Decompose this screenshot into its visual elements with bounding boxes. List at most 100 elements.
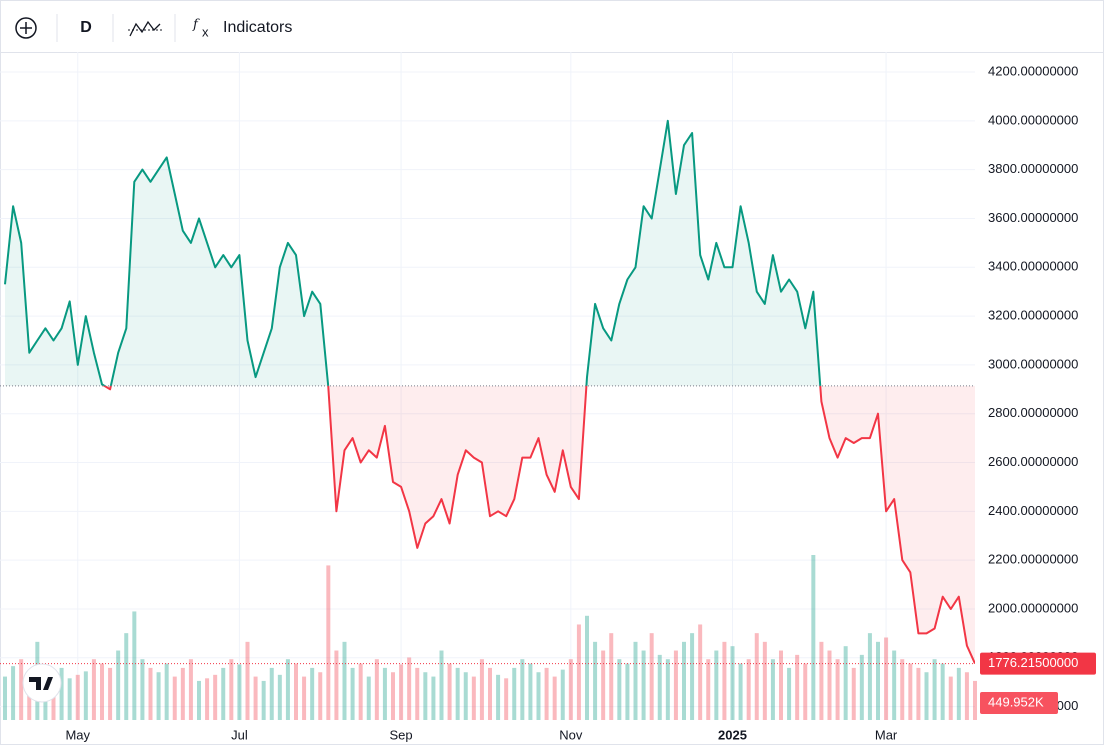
y-tick-label: 4000.00000000 [988,112,1078,127]
volume-bar [649,633,654,720]
volume-bar [803,663,808,720]
x-tick-label: Mar [875,727,898,742]
volume-bar [479,659,484,720]
interval-button[interactable]: D [80,19,92,36]
volume-bar [366,676,371,720]
volume-bar [302,676,307,720]
volume-bar [488,667,492,720]
volume-bar [964,672,969,720]
volume-bar [156,672,161,720]
volume-bar [940,663,945,720]
volume-bar [673,650,678,720]
volume-bar [892,650,897,720]
plot-area [0,52,977,720]
volume-bar [787,667,792,720]
volume-bar [512,667,517,720]
volume-bar [471,676,476,720]
volume-bar [164,663,169,720]
volume-bar [132,611,137,720]
volume-bar [91,659,96,720]
volume-bar [269,667,274,720]
last-price-label: 1776.21500000 [988,655,1078,670]
volume-bar [973,680,977,720]
volume-bar [916,667,921,720]
volume-bar [536,672,541,720]
chart-type-button[interactable] [129,20,161,37]
x-tick-label: Jul [231,727,248,742]
fx-icon: f [192,18,200,33]
volume-label: 449.952K [988,694,1044,709]
volume-bar [835,659,840,720]
volume-bar [884,637,889,720]
volume-bar [762,641,767,720]
volume-bar [382,667,387,720]
volume-bar [172,676,177,720]
last-price-badge [980,652,1096,675]
logo-mark [29,677,53,690]
volume-bar [924,672,929,720]
volume-bar [326,565,331,720]
volume-bar [779,650,783,720]
volume-bar [463,672,468,720]
indicators-label: Indicators [223,19,292,36]
volume-bar [544,667,549,720]
volume-bar [851,667,856,720]
volume-bar [706,659,711,720]
volume-bar [148,667,153,720]
volume-bar [310,667,315,720]
y-tick-label: 2400.00000000 [988,503,1078,518]
y-tick-label: 2800.00000000 [988,405,1078,420]
volume-bar [358,663,363,720]
y-tick-label: 2000.00000000 [988,600,1078,615]
volume-bar [245,641,250,720]
volume-bar [221,667,226,720]
volume-bar [237,664,242,720]
volume-bar [43,685,48,720]
volume-bar [576,624,581,720]
volume-bar [795,654,800,720]
volume-bar [819,641,824,720]
volume-bar [908,663,913,720]
volume-bar [67,678,72,720]
add-button[interactable] [15,17,37,39]
volume-bar [714,650,719,720]
volume-bar [698,624,703,720]
volume-bar [560,669,565,720]
volume-bar [108,667,113,720]
volume-bar [520,659,525,720]
volume-bar [633,641,638,720]
y-tick-label: 2600.00000000 [988,454,1078,469]
x-tick-label: Nov [559,727,583,742]
volume-bar [399,664,404,720]
tv-logo[interactable] [22,663,62,703]
price-line [4,119,822,386]
volume-bar [277,674,282,720]
volume-bar [285,659,290,720]
indicators-button[interactable]: f x Indicators [192,18,292,40]
volume-bar [342,641,347,720]
volume-bar [722,641,727,720]
y-tick-label: 3800.00000000 [988,161,1078,176]
volume-bar [116,650,121,720]
volume-bar [229,659,234,720]
volume-bar [568,659,573,720]
volume-bar [391,672,395,720]
volume-bar [827,650,832,720]
volume-bar [188,659,193,720]
volume-bar [100,663,104,720]
y-tick-label: 2200.00000000 [988,552,1078,567]
volume-bar [665,659,670,720]
volume-bar [690,633,695,720]
volume-bar [657,654,662,720]
volume-bar [439,650,444,720]
volume-bar [641,650,646,720]
volume-bar [350,667,355,720]
y-tick-label: 3200.00000000 [988,308,1078,323]
overlay: 1600.000000001800.000000002000.000000002… [65,63,1096,742]
y-tick-label: 4200.00000000 [988,63,1078,78]
volume-bar [415,667,420,720]
volume-bar [27,680,32,720]
volume-bar [334,650,339,720]
volume-bar [754,633,759,720]
price-line [102,385,975,665]
